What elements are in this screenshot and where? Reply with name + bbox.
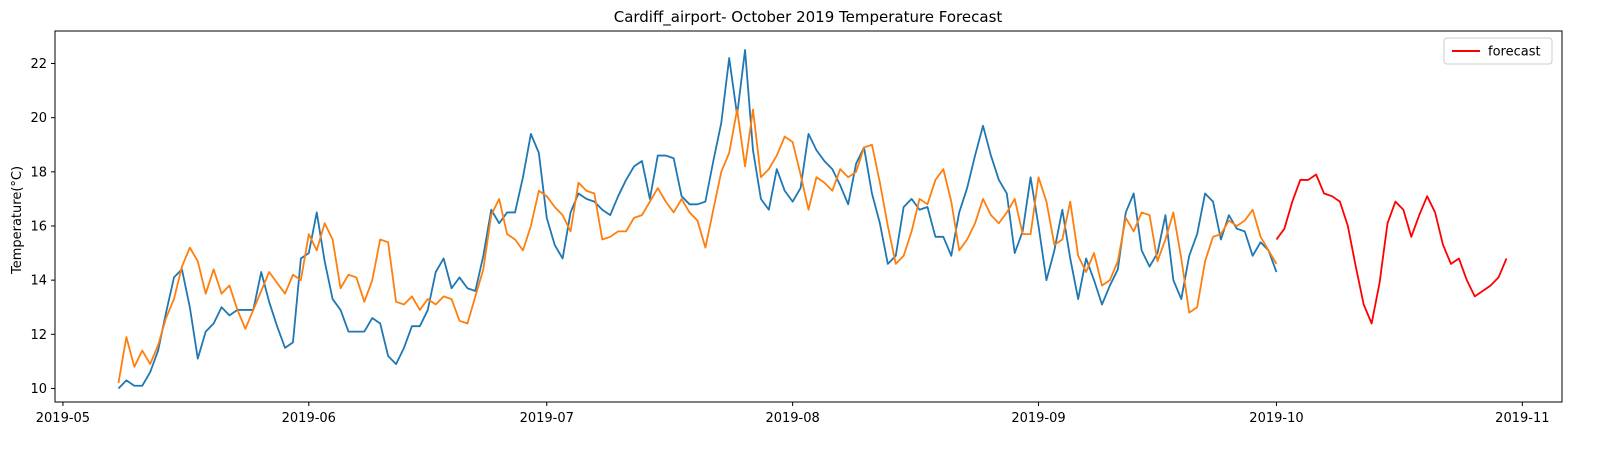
x-tick-label: 2019-09 — [1011, 411, 1065, 426]
y-tick-label: 12 — [30, 328, 47, 343]
y-tick-label: 18 — [30, 165, 47, 180]
y-tick-label: 10 — [30, 382, 47, 397]
y-tick-label: 22 — [30, 57, 47, 72]
series-line-predicted — [117, 108, 1278, 384]
y-axis-label: Temperature(°C) — [10, 166, 25, 275]
x-tick-label: 2019-05 — [36, 411, 90, 426]
y-tick-label: 16 — [30, 219, 47, 234]
legend-label-forecast: forecast — [1488, 45, 1541, 60]
y-tick-label: 20 — [30, 111, 47, 126]
y-tick-label: 14 — [30, 274, 47, 289]
x-tick-label: 2019-11 — [1495, 411, 1549, 426]
legend-box — [1443, 37, 1553, 65]
axes-frame — [54, 30, 1563, 403]
plot-area: 10 12 14 16 18 20 22 2019-05 2019-06 2019-07 2019-… — [30, 30, 1563, 426]
x-tick-label: 2019-08 — [765, 411, 819, 426]
x-tick-label: 2019-06 — [282, 411, 336, 426]
chart-title: Cardiff_airport- October 2019 Temperatur… — [614, 8, 1003, 27]
x-tick-label: 2019-10 — [1249, 411, 1303, 426]
x-tick-label: 2019-07 — [520, 411, 574, 426]
series-line-forecast — [1275, 173, 1508, 325]
legend: forecast — [1443, 37, 1553, 65]
